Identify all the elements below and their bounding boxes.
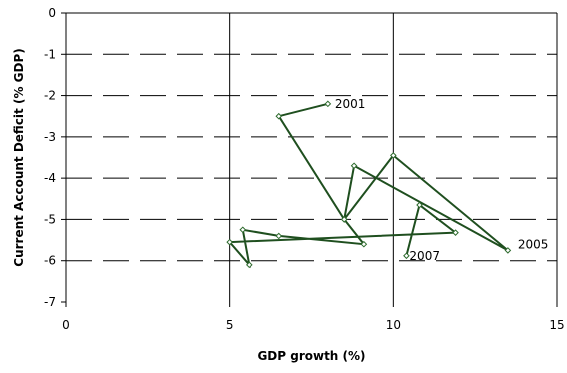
x-tick-label: 10 (386, 318, 401, 332)
axes (61, 12, 558, 307)
year-annotation: 2007 (409, 249, 440, 263)
y-tick-label: -1 (44, 47, 56, 61)
data-point (239, 226, 247, 234)
series-line (227, 102, 509, 269)
data-series (226, 100, 512, 269)
x-tick-label: 15 (549, 318, 564, 332)
y-tick-label: 0 (48, 6, 56, 20)
data-point (275, 232, 283, 240)
data-point (390, 152, 397, 159)
data-point (324, 100, 332, 108)
data-point (452, 229, 459, 236)
year-annotation: 2005 (518, 237, 549, 251)
data-point (350, 162, 358, 170)
y-tick-label: -7 (44, 295, 56, 309)
data-point (340, 216, 348, 223)
y-tick-label: -5 (44, 212, 56, 226)
y-tick-label: -3 (44, 130, 56, 144)
x-tick-label: 0 (62, 318, 70, 332)
data-point (504, 247, 512, 254)
x-tick-label: 5 (226, 318, 234, 332)
x-tick-labels: 0 5 10 15 (62, 318, 564, 332)
data-point (275, 112, 283, 120)
y-tick-label: -6 (44, 254, 56, 268)
annotations: 2001 2005 2007 (335, 97, 549, 263)
x-axis-label: GDP growth (%) (257, 349, 365, 363)
year-annotation: 2001 (335, 97, 366, 111)
data-point (403, 252, 410, 260)
data-point (360, 240, 368, 248)
data-point (416, 201, 423, 209)
y-tick-label: -2 (44, 89, 56, 103)
y-tick-labels: 0 -1 -2 -3 -4 -5 -6 -7 (44, 6, 56, 309)
data-point (226, 238, 233, 246)
grid-lines (66, 13, 558, 302)
y-tick-label: -4 (44, 171, 56, 185)
data-point (245, 261, 253, 269)
y-axis-label: Current Account Deficit (% GDP) (12, 48, 26, 266)
